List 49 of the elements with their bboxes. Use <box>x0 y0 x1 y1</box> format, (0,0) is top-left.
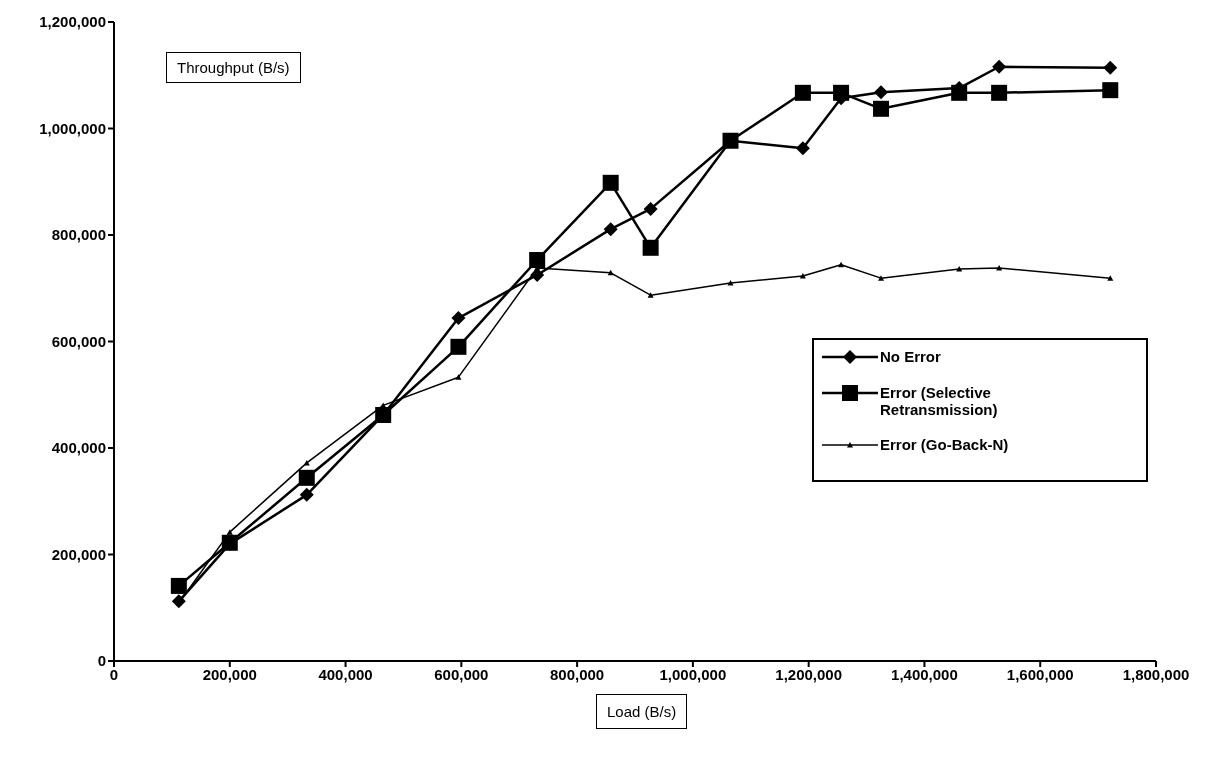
point <box>992 59 1007 74</box>
point <box>956 266 963 272</box>
y-tick-label: 600,000 <box>51 332 106 350</box>
point <box>455 374 462 380</box>
point <box>529 252 546 269</box>
point <box>299 487 314 502</box>
x-tick-label: 1,600,000 <box>1006 665 1074 683</box>
y-tick-label: 800,000 <box>51 226 106 244</box>
point <box>878 275 885 281</box>
y-tick-label: 400,000 <box>51 439 106 457</box>
point <box>603 222 618 237</box>
legend-label: Error (Selective Retransmission) <box>880 384 999 418</box>
point <box>226 529 233 535</box>
point <box>170 577 187 594</box>
x-tick-label: 0 <box>109 665 119 683</box>
y-tick-label: 200,000 <box>51 545 106 563</box>
x-tick-label: 1,800,000 <box>1122 665 1190 683</box>
x-tick-label: 800,000 <box>549 665 605 683</box>
x-tick-label: 400,000 <box>318 665 373 683</box>
point <box>1103 60 1118 75</box>
point <box>642 239 659 256</box>
x-tick-label: 200,000 <box>202 665 257 683</box>
point <box>643 201 658 216</box>
x-tick-label: 600,000 <box>434 665 489 683</box>
point <box>794 84 811 101</box>
point <box>1102 82 1119 99</box>
x-tick-label: 1,000,000 <box>659 665 727 683</box>
point <box>795 141 810 156</box>
x-tick-label: 1,400,000 <box>891 665 958 683</box>
point <box>874 85 889 100</box>
y-tick-label: 1,200,000 <box>39 13 106 31</box>
point <box>602 174 619 191</box>
point <box>996 265 1003 271</box>
point <box>1107 275 1114 281</box>
y-axis-title: Throughput (B/s) <box>166 52 301 83</box>
x-tick-label: 1,200,000 <box>775 665 843 683</box>
point <box>991 84 1008 101</box>
point <box>647 292 654 298</box>
legend-label: No Error <box>880 348 941 365</box>
y-tick-label: 0 <box>97 652 106 670</box>
legend-label: Error (Go-Back-N) <box>880 436 1009 453</box>
point <box>799 273 806 279</box>
y-tick-label: 1,000,000 <box>39 119 106 137</box>
x-axis-title: Load (B/s) <box>596 694 688 729</box>
point <box>171 594 186 609</box>
point <box>873 100 890 117</box>
point <box>451 311 466 326</box>
point <box>298 469 315 486</box>
point <box>450 338 467 355</box>
